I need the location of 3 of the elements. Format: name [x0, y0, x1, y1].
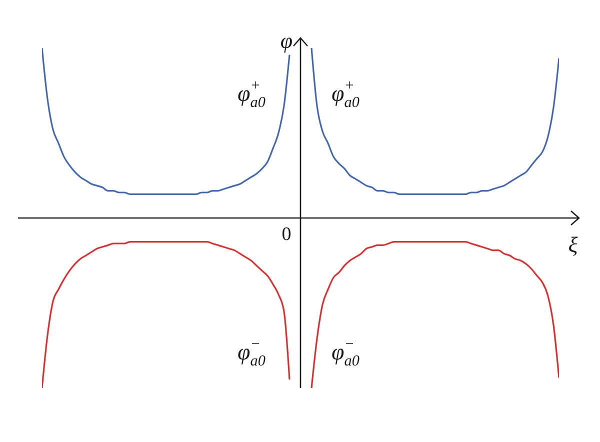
y-axis-title: φ [280, 28, 293, 53]
x-axis-title: ξ [568, 232, 578, 257]
annotation: 0 [282, 224, 292, 245]
